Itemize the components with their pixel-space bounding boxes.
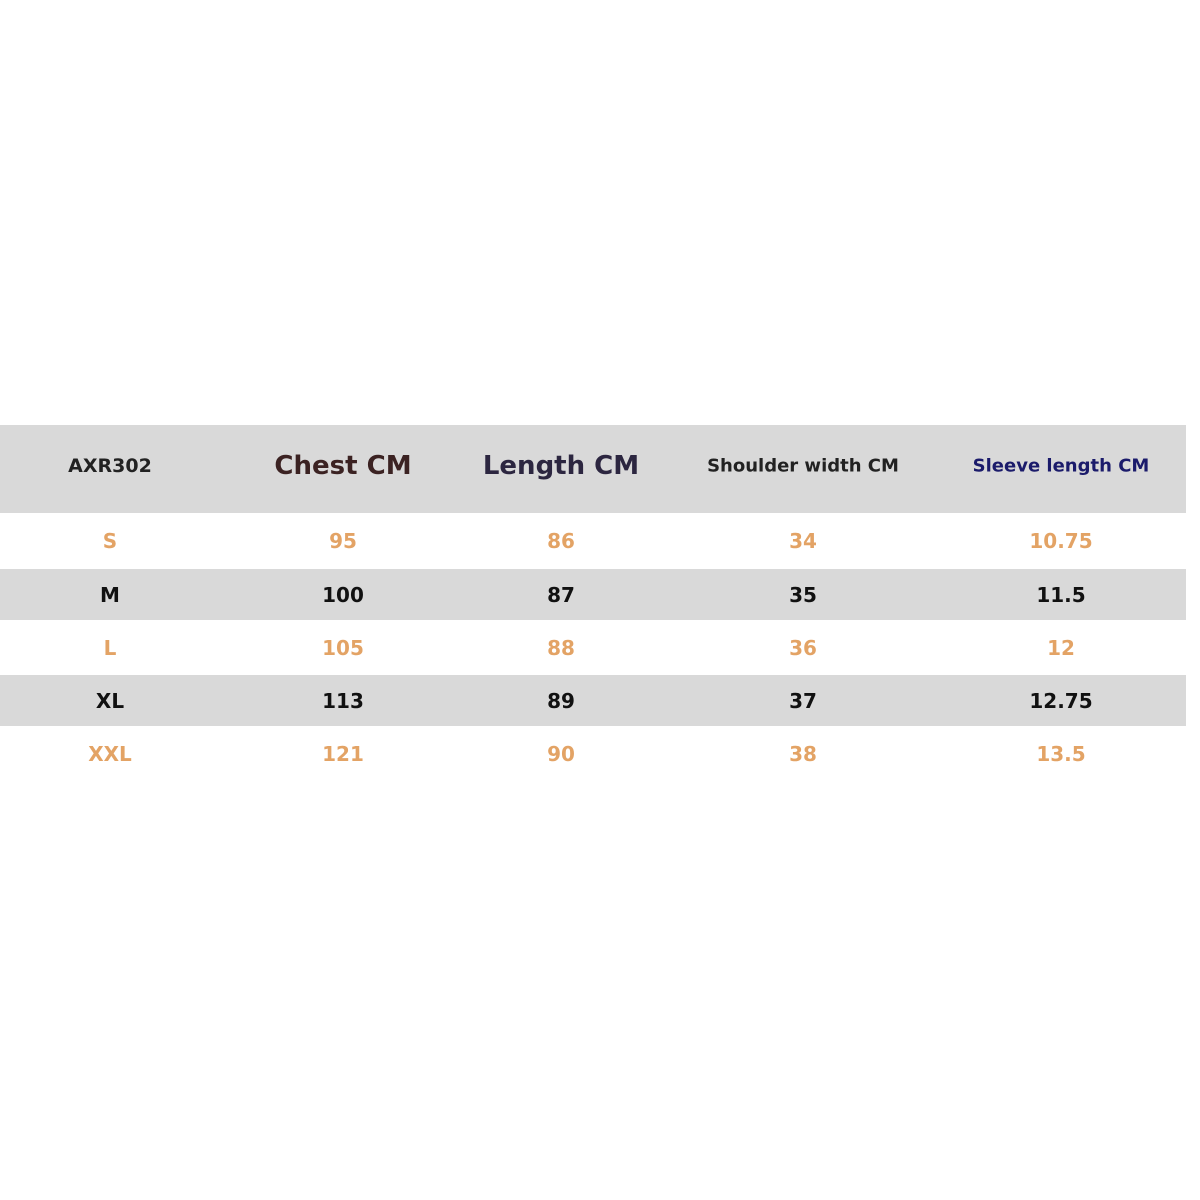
table-cell: 121	[322, 741, 364, 766]
table-cell: M	[100, 582, 120, 607]
row-band	[0, 569, 1186, 620]
table-cell: 12.75	[1029, 688, 1093, 713]
table-cell: 105	[322, 636, 364, 660]
table-cell: 95	[329, 529, 357, 553]
table-cell: 90	[547, 741, 575, 766]
table-cell: 10.75	[1029, 529, 1093, 553]
header-cell: Chest CM	[274, 451, 412, 481]
header-cell: AXR302	[68, 455, 152, 477]
table-cell: 37	[789, 688, 817, 713]
table-cell: XL	[95, 688, 125, 713]
row-band	[0, 675, 1186, 726]
table-cell: 13.5	[1036, 741, 1086, 766]
table-cell: 113	[322, 688, 364, 713]
table-cell: 38	[789, 741, 817, 766]
table-cell: XXL	[88, 741, 132, 766]
table-cell: 34	[789, 529, 817, 553]
header-band	[0, 425, 1186, 513]
table-cell: 88	[547, 636, 575, 660]
table-cell: S	[102, 529, 118, 553]
table-cell: 11.5	[1036, 582, 1086, 607]
table-cell: 12	[1047, 636, 1075, 660]
header-cell: Length CM	[482, 451, 640, 481]
header-cell: Sleeve length CM	[972, 455, 1150, 477]
table-cell: 36	[789, 636, 817, 660]
header-cell: Shoulder width CM	[707, 455, 899, 477]
table-cell: 35	[789, 582, 817, 607]
table-cell: 89	[547, 688, 575, 713]
table-cell: L	[103, 636, 117, 660]
table-cell: 86	[547, 529, 575, 553]
table-cell: 100	[322, 582, 364, 607]
table-cell: 87	[547, 582, 575, 607]
